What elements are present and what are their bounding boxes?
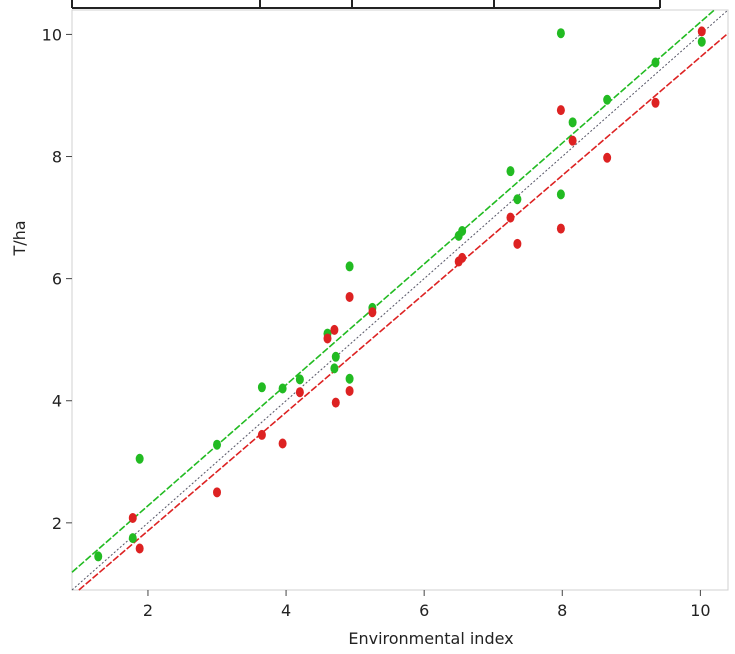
data-point-series-2 <box>368 307 377 318</box>
data-point-series-1 <box>603 94 612 105</box>
data-point-series-2 <box>278 438 287 449</box>
data-point-series-2 <box>213 487 222 498</box>
data-point-series-1 <box>345 373 354 384</box>
data-point-series-2 <box>345 385 354 396</box>
x-tick-label: 10 <box>690 601 710 620</box>
data-point-series-1 <box>257 382 266 393</box>
data-point-series-2 <box>128 512 137 523</box>
data-point-series-2 <box>135 543 144 554</box>
data-point-series-1 <box>331 351 340 362</box>
data-points <box>94 26 706 562</box>
reference-line <box>71 9 729 591</box>
data-point-series-2 <box>506 212 515 223</box>
y-axis-ticks: 2 4 6 8 10 <box>42 25 72 533</box>
data-point-series-1 <box>128 533 137 544</box>
data-point-series-1 <box>94 551 103 562</box>
x-axis-ticks: 2 4 6 8 10 <box>143 590 711 620</box>
data-point-series-1 <box>556 28 565 39</box>
data-point-series-1 <box>345 261 354 272</box>
x-tick-label: 2 <box>143 601 153 620</box>
data-point-series-1 <box>295 374 304 385</box>
y-tick-label: 10 <box>42 25 62 44</box>
data-point-series-2 <box>257 429 266 440</box>
data-point-series-2 <box>568 135 577 146</box>
top-table-fragment <box>71 0 661 9</box>
y-axis-label: T/ha <box>10 220 29 256</box>
data-point-series-1 <box>213 439 222 450</box>
data-point-series-2 <box>651 97 660 108</box>
data-point-series-2 <box>330 324 339 335</box>
y-tick-label: 2 <box>52 514 62 533</box>
x-tick-label: 4 <box>281 601 291 620</box>
data-point-series-1 <box>330 363 339 374</box>
x-tick-label: 6 <box>419 601 429 620</box>
y-tick-label: 4 <box>52 392 62 411</box>
data-point-series-1 <box>556 189 565 200</box>
data-point-series-2 <box>556 223 565 234</box>
x-tick-label: 8 <box>557 601 567 620</box>
data-point-series-2 <box>323 333 332 344</box>
data-point-series-2 <box>603 152 612 163</box>
data-point-series-2 <box>556 105 565 116</box>
fit-line-series-2 <box>78 32 729 591</box>
data-point-series-2 <box>295 387 304 398</box>
data-point-series-2 <box>345 291 354 302</box>
data-point-series-1 <box>135 453 144 464</box>
data-point-series-1 <box>513 194 522 205</box>
y-tick-label: 6 <box>52 270 62 289</box>
data-point-series-1 <box>568 117 577 128</box>
data-point-series-2 <box>458 252 467 263</box>
data-point-series-1 <box>697 36 706 47</box>
data-point-series-1 <box>651 57 660 68</box>
data-point-series-1 <box>458 226 467 237</box>
data-point-series-2 <box>331 397 340 408</box>
data-point-series-2 <box>697 26 706 37</box>
data-point-series-1 <box>506 166 515 177</box>
data-point-series-1 <box>278 383 287 394</box>
x-axis-label: Environmental index <box>348 629 513 648</box>
data-point-series-2 <box>513 238 522 249</box>
y-tick-label: 8 <box>52 148 62 167</box>
